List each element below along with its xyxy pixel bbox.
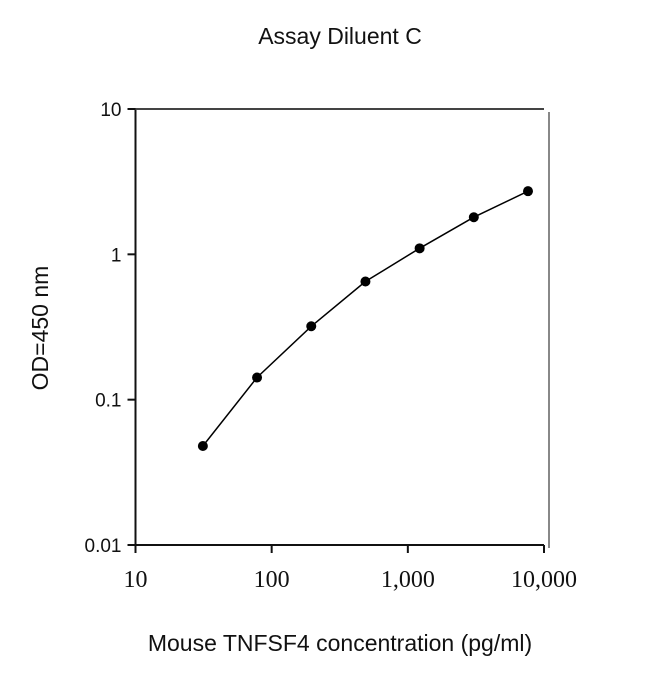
x-tick-label: 10: [124, 567, 148, 593]
data-point: [197, 440, 208, 451]
plot-frame: [134, 108, 550, 548]
data-point: [468, 212, 479, 223]
axis-ticks: 10 100 1,000 10,000 10 1 0.1 0.01: [85, 100, 577, 593]
series: [197, 186, 533, 451]
chart-title: Assay Diluent C: [258, 23, 422, 49]
y-tick-label: 0.1: [95, 391, 121, 412]
x-tick-label: 1,000: [381, 567, 435, 593]
data-point: [360, 276, 371, 287]
data-point: [252, 372, 263, 383]
x-tick-label: 10,000: [511, 567, 577, 593]
x-tick-label: 100: [254, 567, 290, 593]
y-tick-label: 0.01: [85, 536, 122, 557]
y-tick-label: 1: [111, 245, 122, 266]
y-axis-label: OD=450 nm: [27, 266, 53, 391]
series-line: [202, 190, 529, 447]
x-axis-label: Mouse TNFSF4 concentration (pg/ml): [148, 630, 532, 656]
data-point: [306, 321, 317, 332]
y-tick-label: 10: [100, 100, 121, 121]
data-point: [414, 243, 425, 254]
data-point: [522, 186, 533, 197]
